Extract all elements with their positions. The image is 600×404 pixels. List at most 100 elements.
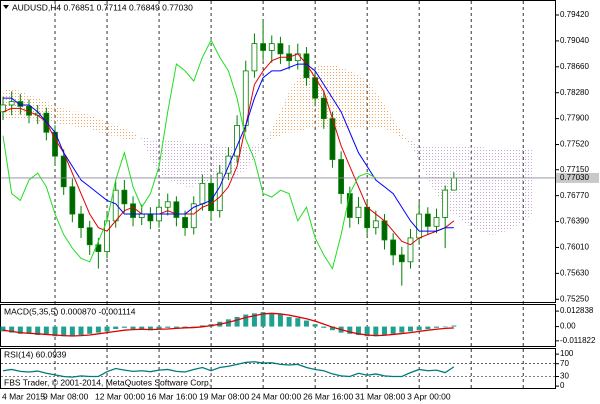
cloud-segment	[271, 111, 281, 140]
cloud-segment	[410, 139, 420, 160]
cloud-segment	[245, 145, 255, 170]
cloud-segment	[63, 108, 73, 126]
y-tick-label: 0	[560, 381, 565, 390]
macd-bar	[87, 326, 93, 334]
y-tick-label: 0.79420	[560, 10, 589, 19]
macd-bar	[303, 320, 309, 327]
candle-body	[147, 213, 154, 222]
y-tick-label: 0.78280	[560, 88, 589, 97]
macd-bar	[26, 326, 32, 334]
y-tick-label: 30	[560, 372, 569, 381]
x-tick-label: 24 Mar 00:00	[251, 391, 301, 401]
macd-bar	[95, 326, 101, 333]
y-tick-label: -0.011822	[560, 336, 596, 345]
cloud-segment	[263, 128, 272, 146]
y-tick-label: 0.75250	[560, 294, 589, 303]
cloud-segment	[211, 142, 220, 180]
cloud-segment	[11, 87, 21, 119]
macd-bar	[199, 325, 205, 327]
cloud-segment	[358, 74, 368, 129]
candle-body	[268, 43, 275, 51]
macd-bar	[61, 326, 67, 337]
y-tick-label: 0.00	[560, 322, 576, 331]
candle-body	[199, 182, 206, 205]
macd-bar	[399, 326, 405, 333]
cloud-segment	[150, 139, 160, 174]
candle-body	[225, 155, 232, 174]
macd-bar	[407, 326, 413, 332]
cloud-segment	[115, 125, 125, 140]
macd-bar	[295, 318, 301, 327]
macd-bar	[130, 326, 136, 329]
macd-bar	[69, 326, 75, 337]
macd-bar	[347, 326, 353, 334]
y-tick-label: 0.012838	[560, 306, 594, 315]
macd-bar	[451, 325, 457, 327]
price-label-box	[556, 172, 599, 183]
macd-bar	[269, 313, 275, 327]
candle-body	[138, 213, 145, 218]
macd-bar	[113, 326, 119, 329]
cloud-segment	[159, 139, 168, 180]
rsi-line	[2, 361, 455, 378]
cloud-segment	[185, 142, 194, 187]
candle-body	[398, 254, 405, 263]
y-tick-label: 70	[560, 359, 569, 368]
cloud-segment	[176, 139, 186, 187]
cloud-segment	[514, 149, 524, 228]
cloud-segment	[367, 81, 376, 129]
candle-body	[78, 213, 84, 229]
y-tick-label: 0.76390	[560, 217, 589, 226]
macd-bar	[390, 326, 396, 334]
candle-body	[355, 206, 362, 218]
cloud-segment	[453, 145, 463, 221]
macd-bar	[260, 312, 266, 327]
candle-body	[277, 43, 284, 55]
macd-bar	[277, 314, 283, 327]
footer: FBS Trader, © 2001-2014, MetaQuotes Soft…	[4, 377, 211, 387]
candle-body	[251, 43, 258, 72]
macd-bar	[17, 326, 23, 334]
candle-body	[346, 193, 353, 218]
cloud-segment	[193, 142, 203, 187]
candle-body	[390, 239, 397, 256]
macd-bar	[434, 326, 439, 328]
candle-body	[17, 101, 24, 107]
macd-bar	[147, 326, 153, 331]
candle-body	[164, 201, 171, 208]
x-tick-label: 12 Mar 00:00	[95, 391, 145, 401]
cloud-segment	[349, 70, 359, 129]
candle-body	[173, 201, 180, 218]
indicator-line	[3, 63, 454, 232]
signal-line	[2, 312, 454, 337]
macd-bar	[156, 326, 162, 329]
indicator-line	[2, 39, 377, 270]
macd-bar	[165, 326, 171, 328]
macd-bar	[416, 326, 422, 331]
cloud-segment	[167, 139, 177, 184]
macd-bar	[35, 326, 41, 336]
cloud-segment	[375, 91, 385, 129]
macd-bar	[373, 326, 379, 337]
candle-body	[320, 97, 327, 120]
panel-title: MACD(5,35,5) 0.000870 -0.001114	[4, 306, 136, 316]
cloud-segment	[479, 145, 489, 235]
cloud-segment	[384, 104, 394, 133]
macd-bar	[139, 326, 145, 329]
candle-body	[381, 220, 388, 241]
cloud-segment	[462, 145, 472, 228]
cloud-segment	[289, 77, 298, 133]
candle-body	[260, 43, 267, 51]
cloud-segment	[107, 122, 116, 136]
macd-bar	[329, 326, 335, 331]
panel-title: RSI(14) 60.0939	[4, 349, 67, 359]
x-tick-label: 9 Mar 08:00	[43, 391, 89, 401]
price-label: 0.77030	[560, 173, 589, 182]
candle-body	[416, 213, 423, 239]
macd-bar	[52, 326, 58, 337]
cloud-segment	[280, 91, 290, 136]
macd-bar	[321, 326, 327, 328]
macd-bar	[234, 316, 240, 327]
y-tick-label: 0.76010	[560, 243, 589, 252]
